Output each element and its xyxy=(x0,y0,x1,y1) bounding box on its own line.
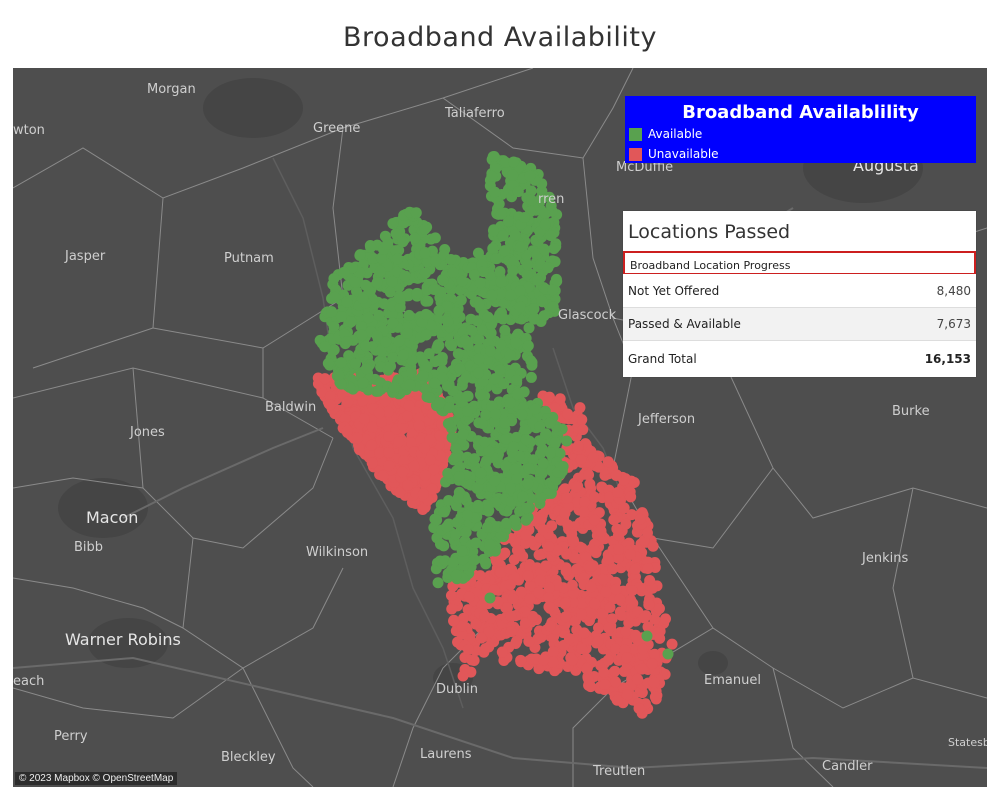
map-label-newton: wton xyxy=(13,123,45,138)
broadband-location-dots xyxy=(312,151,678,719)
map-label-greene: Greene xyxy=(313,121,361,136)
map-label-candler: Candler xyxy=(822,759,873,774)
row-label: Passed & Available xyxy=(628,317,741,331)
map-label-warren: rren xyxy=(538,192,565,207)
map-label-bibb: Bibb xyxy=(74,540,104,555)
map-label-jasper: Jasper xyxy=(65,249,106,264)
row-label: Grand Total xyxy=(628,351,697,366)
map-label-jefferson: Jefferson xyxy=(638,412,696,427)
locations-table-header[interactable]: Broadband Location Progress xyxy=(623,251,976,274)
map-label-warner-robins: Warner Robins xyxy=(65,630,181,649)
legend-swatch-unavailable xyxy=(629,147,642,161)
map-attribution[interactable]: © 2023 Mapbox © OpenStreetMap xyxy=(15,772,178,785)
table-row-not-yet-offered[interactable]: Not Yet Offered 8,480 xyxy=(623,275,976,308)
map-label-bleckley: Bleckley xyxy=(221,750,276,765)
map-label-macon: Macon xyxy=(86,508,139,527)
locations-panel-title: Locations Passed xyxy=(628,221,791,243)
map[interactable]: Morgan wton Greene Taliaferro McDuffie A… xyxy=(13,68,987,787)
map-label-morgan: Morgan xyxy=(147,82,196,97)
map-label-peach: each xyxy=(13,674,45,689)
map-label-treutlen: Treutlen xyxy=(593,764,646,779)
legend-title: Broadband Availablility xyxy=(682,102,919,123)
table-row-passed-available[interactable]: Passed & Available 7,673 xyxy=(623,308,976,341)
map-label-jenkins: Jenkins xyxy=(862,551,909,566)
county-boundaries xyxy=(13,68,987,787)
map-label-glascock: Glascock xyxy=(558,308,617,323)
page-title: Broadband Availability xyxy=(343,22,657,53)
map-label-putnam: Putnam xyxy=(224,251,274,266)
map-basemap xyxy=(13,68,987,787)
map-label-dublin: Dublin xyxy=(436,682,478,697)
legend-label-unavailable: Unavailable xyxy=(648,147,719,161)
map-label-jones: Jones xyxy=(130,425,165,440)
map-label-taliaferro: Taliaferro xyxy=(445,106,505,121)
map-label-burke: Burke xyxy=(892,404,930,419)
locations-passed-panel: Locations Passed Broadband Location Prog… xyxy=(623,211,976,377)
legend-label-available: Available xyxy=(648,127,703,141)
row-label: Not Yet Offered xyxy=(628,284,720,298)
legend-swatch-available xyxy=(629,127,642,141)
map-label-baldwin: Baldwin xyxy=(265,400,317,415)
map-label-emanuel: Emanuel xyxy=(704,673,761,688)
table-row-grand-total[interactable]: Grand Total 16,153 xyxy=(623,342,976,375)
map-label-wilkinson: Wilkinson xyxy=(306,545,369,560)
map-label-mcduffie: McDuffie xyxy=(616,160,674,175)
map-label-laurens: Laurens xyxy=(420,747,472,762)
row-value: 8,480 xyxy=(936,284,971,298)
map-label-statesboro: Statesb xyxy=(948,736,987,749)
map-label-perry: Perry xyxy=(54,729,88,744)
legend-item-unavailable[interactable]: Unavailable xyxy=(629,147,719,161)
row-value: 7,673 xyxy=(936,317,971,331)
legend-item-available[interactable]: Available xyxy=(629,127,702,141)
row-value: 16,153 xyxy=(924,351,971,366)
broadband-legend: Broadband Availablility Available Unavai… xyxy=(625,96,976,163)
